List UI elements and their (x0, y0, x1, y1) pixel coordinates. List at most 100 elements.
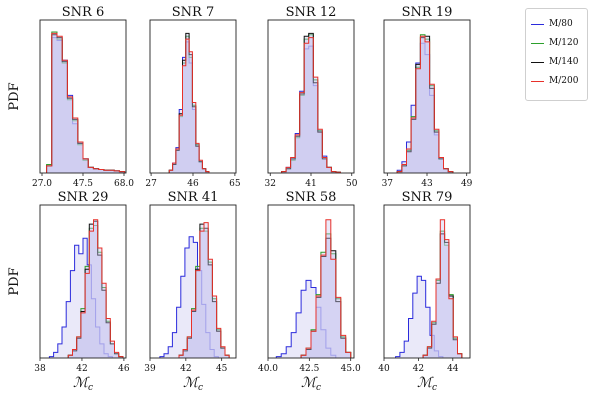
histogram-fill-m-120 (68, 225, 123, 358)
histogram-step-m-80 (275, 279, 337, 358)
histogram-fill-m-200 (68, 219, 123, 358)
histogram-fill-m-200 (397, 36, 453, 174)
x-axis-label: ℳc (183, 375, 203, 393)
x-tick-label: 40 (378, 364, 390, 374)
legend-label: M/120 (549, 38, 579, 48)
x-tick-label: 42 (413, 364, 424, 374)
x-axis-label: ℳc (73, 375, 93, 393)
subplot-1: 27.0 47.5 68.0 SNR 6 PDF (7, 5, 134, 189)
subplot-5: 38 42 46 SNR 29 PDF ℳc (7, 190, 130, 393)
subplot-2: 27 46 65 SNR 7 (145, 5, 241, 189)
histogram-step-m-200 (178, 222, 230, 358)
histogram-step-m-200 (281, 37, 341, 173)
x-tick-label: 27 (145, 179, 157, 189)
histogram-fill-m-140 (423, 233, 462, 358)
x-tick-label: 47.5 (73, 179, 93, 189)
subplot-4: 37 43 49 SNR 19 (382, 5, 473, 189)
histogram-fill-m-80 (395, 276, 443, 358)
histogram-fill-m-120 (46, 32, 125, 173)
histogram-fill-m-80 (276, 280, 336, 358)
histogram-fill-m-200 (423, 219, 462, 358)
x-tick-label: 65 (229, 179, 241, 189)
x-tick-label: 49 (461, 179, 473, 189)
x-tick-label: 50 (346, 179, 358, 189)
histogram-step-m-80 (159, 236, 219, 358)
histogram-fill-m-80 (281, 46, 341, 173)
histogram-fill-m-140 (301, 238, 351, 358)
subplot-6: 39 42 45 SNR 41 ℳc (144, 190, 237, 393)
x-tick-label: 42 (76, 364, 87, 374)
x-axis-label: ℳc (417, 375, 437, 393)
y-axis-label: PDF (7, 267, 22, 295)
x-tick-label: 44 (447, 364, 459, 374)
histogram-step-m-200 (168, 38, 210, 173)
subplot-3: 32 41 50 SNR 12 (265, 5, 358, 189)
legend-label: M/140 (549, 57, 579, 67)
subplot-title: SNR 58 (286, 190, 337, 205)
axes-frame (39, 204, 127, 359)
x-tick-label: 37 (382, 179, 394, 189)
subplot-title: SNR 12 (286, 5, 337, 20)
histogram-fill-m-140 (281, 33, 341, 174)
histogram-step-m-200 (422, 219, 463, 358)
histogram-fill-m-200 (169, 39, 209, 173)
axes-frame (149, 204, 237, 359)
x-tick-label: 27.0 (32, 179, 52, 189)
legend-label: M/200 (549, 76, 579, 86)
histogram-fill-m-80 (49, 238, 113, 358)
x-tick-label: 45 (216, 364, 228, 374)
x-axis-label: ℳc (301, 375, 321, 393)
y-axis-label: PDF (7, 82, 22, 110)
histogram-fill-m-80 (46, 37, 125, 173)
histogram-step-m-80 (48, 237, 113, 358)
histogram-fill-m-200 (301, 219, 351, 358)
histogram-fill-m-140 (46, 34, 125, 173)
legend-entry: M/200 (531, 74, 578, 88)
legend-entry: M/140 (531, 55, 578, 69)
x-tick-label: 40.0 (258, 364, 278, 374)
subplot-title: SNR 79 (402, 190, 453, 205)
x-tick-label: 45.0 (341, 364, 361, 374)
legend-entry: M/120 (531, 36, 578, 50)
histogram-step-m-200 (396, 35, 454, 173)
x-tick-label: 42.5 (299, 364, 319, 374)
histogram-fill-m-120 (423, 231, 462, 358)
histogram-fill-m-120 (301, 233, 351, 358)
x-tick-label: 38 (34, 364, 46, 374)
histogram-fill-m-200 (46, 33, 125, 174)
histogram-step-m-200 (67, 219, 124, 358)
histogram-step-m-200 (46, 32, 126, 173)
histogram-step-m-80 (395, 275, 444, 358)
subplot-7: 40.0 42.5 45.0 SNR 58 ℳc (258, 190, 361, 393)
legend-swatch (531, 80, 544, 82)
x-tick-label: 41 (305, 179, 316, 189)
histogram-fill-m-80 (159, 236, 219, 358)
histogram-fill-m-200 (281, 37, 341, 173)
x-tick-label: 39 (144, 364, 156, 374)
histogram-step-m-200 (300, 219, 352, 358)
x-tick-label: 43 (421, 179, 433, 189)
legend-swatch (531, 42, 544, 44)
legend-swatch (531, 61, 544, 63)
legend: M/80 M/120 M/140 M/200 (525, 8, 588, 101)
x-tick-label: 42 (180, 364, 191, 374)
histogram-step-m-140 (422, 233, 463, 358)
x-tick-label: 46 (118, 364, 130, 374)
subplot-8: 40 42 44 SNR 79 ℳc (378, 190, 471, 393)
axes-frame (383, 204, 471, 359)
subplot-title: SNR 7 (172, 5, 214, 20)
axes-frame (267, 204, 355, 359)
x-tick-label: 46 (187, 179, 199, 189)
legend-label: M/80 (549, 19, 573, 29)
subplot-title: SNR 29 (58, 190, 109, 205)
legend-swatch (531, 23, 544, 25)
x-tick-label: 32 (265, 179, 276, 189)
subplot-title: SNR 41 (168, 190, 219, 205)
legend-entry: M/80 (531, 17, 573, 31)
histogram-fill-m-140 (68, 221, 123, 358)
histogram-fill-m-120 (281, 34, 341, 173)
subplot-title: SNR 6 (62, 5, 104, 20)
subplot-title: SNR 19 (402, 5, 453, 20)
x-tick-label: 68.0 (114, 179, 134, 189)
